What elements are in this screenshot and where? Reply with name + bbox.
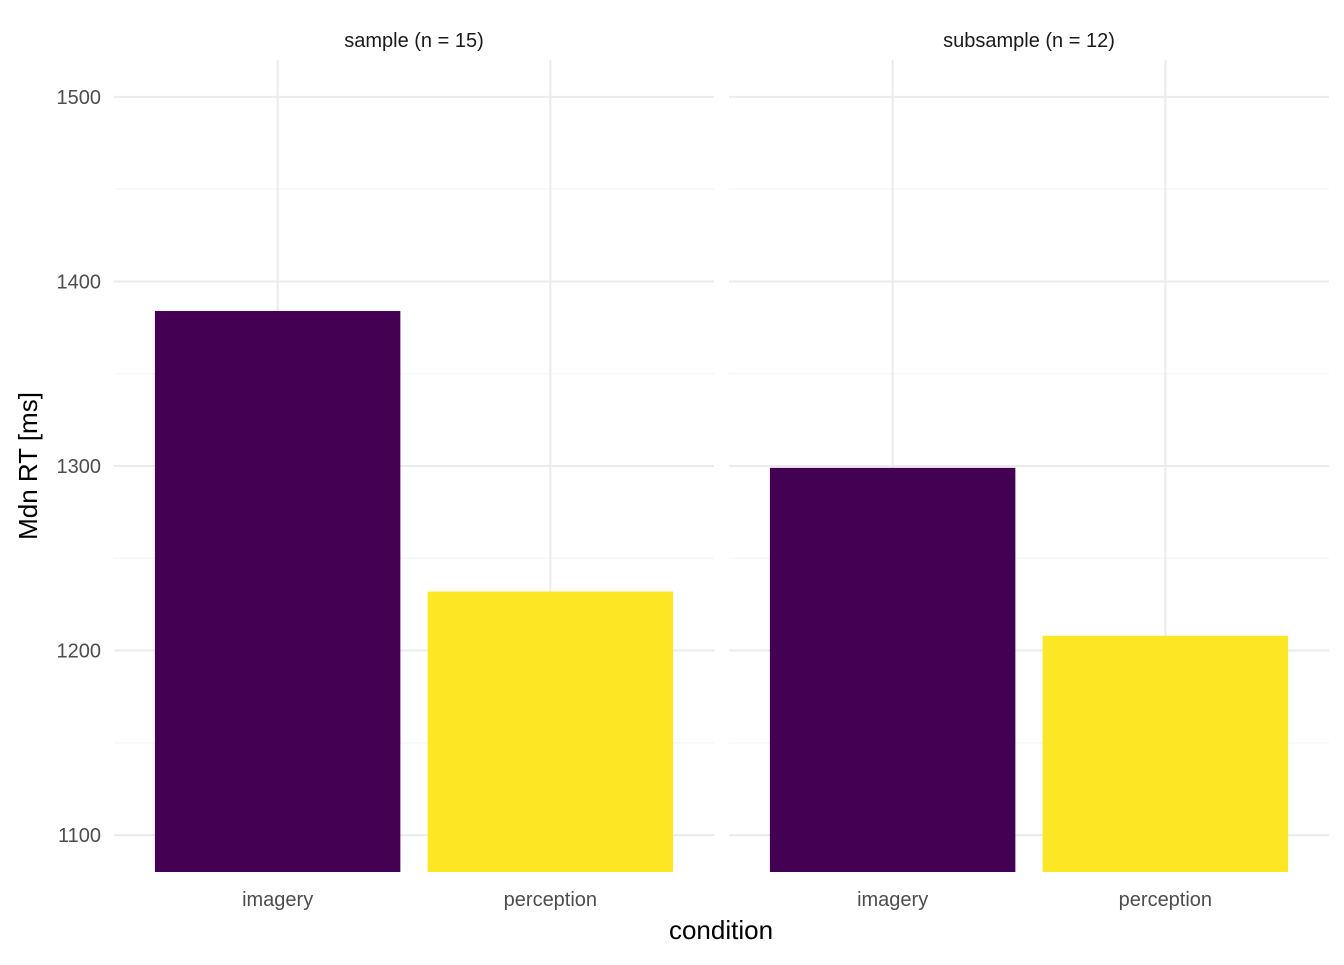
bar-imagery bbox=[154, 310, 401, 872]
y-tick-label: 1100 bbox=[58, 825, 101, 847]
facet-label: subsample (n = 12) bbox=[943, 30, 1115, 52]
y-tick-label: 1200 bbox=[57, 641, 102, 663]
x-tick-label: imagery bbox=[857, 889, 928, 911]
facet-label: sample (n = 15) bbox=[344, 30, 484, 52]
y-axis-title: Mdn RT [ms] bbox=[13, 392, 43, 540]
bar-layer bbox=[154, 310, 1289, 872]
label-layer: imagery perception sample (n = 15) imagery p… bbox=[57, 30, 1213, 911]
x-axis-title: condition bbox=[669, 915, 773, 945]
bar-perception bbox=[427, 591, 674, 872]
bar-imagery bbox=[769, 467, 1016, 872]
y-tick-label: 1400 bbox=[57, 271, 102, 293]
x-tick-label: imagery bbox=[242, 889, 313, 911]
y-tick-label: 1300 bbox=[57, 456, 102, 478]
y-tick-label: 1500 bbox=[57, 87, 102, 109]
bar-perception bbox=[1042, 635, 1289, 872]
x-tick-label: perception bbox=[1119, 889, 1212, 911]
x-tick-label: perception bbox=[504, 889, 597, 911]
